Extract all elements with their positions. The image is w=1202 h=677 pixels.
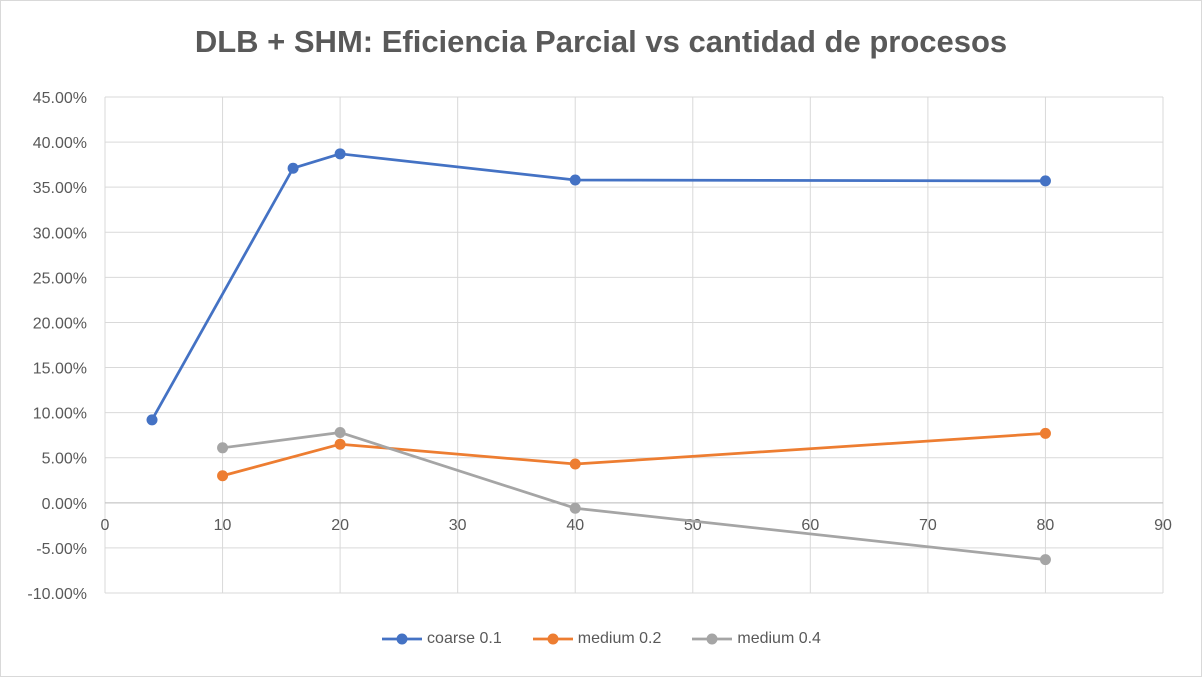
series-line-0 <box>150 152 1046 421</box>
y-tick-label: 25.00% <box>33 270 87 287</box>
data-point <box>287 162 299 174</box>
x-tick-label: 30 <box>449 517 467 534</box>
x-tick-label: 60 <box>801 517 819 534</box>
x-tick-label: 70 <box>919 517 937 534</box>
y-tick-label: 5.00% <box>42 451 87 468</box>
legend-item: coarse 0.1 <box>381 630 502 648</box>
data-point <box>569 174 581 186</box>
y-tick-label: 20.00% <box>33 315 87 332</box>
series-line-2 <box>222 431 1046 561</box>
legend-marker <box>532 633 573 645</box>
legend-marker <box>382 633 423 645</box>
series-line-1 <box>222 432 1046 478</box>
data-point <box>334 148 346 160</box>
data-point <box>217 442 229 454</box>
x-tick-label: 20 <box>331 517 349 534</box>
y-tick-label: 40.00% <box>33 135 87 152</box>
data-point <box>1039 427 1051 439</box>
y-tick-label: 30.00% <box>33 225 87 242</box>
x-tick-label: 40 <box>566 517 584 534</box>
data-point <box>1039 175 1051 187</box>
x-tick-label: 0 <box>101 517 110 534</box>
y-tick-label: 10.00% <box>33 406 87 423</box>
legend-label: coarse 0.1 <box>427 630 502 647</box>
y-tick-label: 15.00% <box>33 361 87 378</box>
legend: coarse 0.1 medium 0.2 medium 0.4 <box>0 630 1202 648</box>
y-tick-label: -5.00% <box>36 541 87 558</box>
data-point <box>334 438 346 450</box>
data-point <box>569 502 581 514</box>
legend-item: medium 0.4 <box>691 630 821 648</box>
data-point <box>146 414 158 426</box>
chart-title: DLB + SHM: Eficiencia Parcial vs cantida… <box>194 24 1008 59</box>
legend-label: medium 0.2 <box>577 630 662 647</box>
legend-label: medium 0.4 <box>737 630 821 647</box>
x-tick-label: 80 <box>1037 517 1055 534</box>
data-point <box>1039 554 1051 566</box>
data-point <box>334 426 346 438</box>
y-tick-label: -10.00% <box>27 586 87 603</box>
y-tick-label: 45.00% <box>33 90 87 107</box>
legend-item: medium 0.2 <box>532 630 662 648</box>
y-tick-label: 0.00% <box>42 496 87 513</box>
data-point <box>217 470 229 482</box>
data-point <box>569 458 581 470</box>
legend-marker <box>692 633 733 645</box>
x-tick-label: 90 <box>1154 517 1172 534</box>
y-tick-label: 35.00% <box>33 180 87 197</box>
x-tick-label: 10 <box>214 517 232 534</box>
